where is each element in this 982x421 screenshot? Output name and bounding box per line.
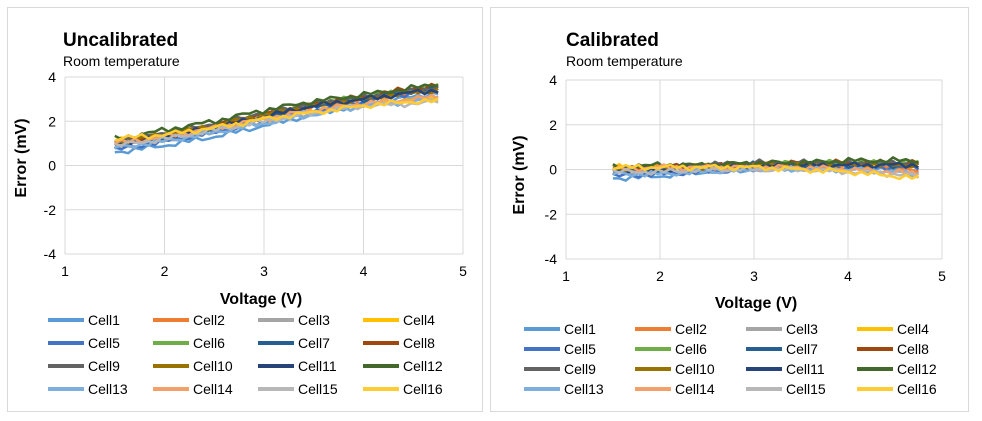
plot-area: 1 2 3 4 5 4 2 0 -2 -4 — [545, 72, 947, 284]
legend-label: Cell14 — [675, 381, 715, 397]
legend-label: Cell11 — [298, 358, 337, 374]
legend-label: Cell8 — [403, 335, 435, 351]
legend-label: Cell4 — [897, 321, 929, 337]
x-tick-label: 3 — [750, 268, 758, 284]
legend-label: Cell3 — [786, 321, 818, 337]
x-tick-label: 3 — [260, 263, 268, 279]
calibrated-chart: Calibrated Room temperature 1 2 3 4 5 4 2 0 -2 -4… — [511, 30, 947, 397]
x-tick-label: 4 — [844, 268, 852, 284]
legend-label: Cell6 — [675, 341, 707, 357]
y-tick-label: 0 — [48, 158, 56, 174]
x-axis-label: Voltage (V) — [220, 291, 302, 308]
x-tick-label: 1 — [562, 268, 570, 284]
legend-label: Cell5 — [564, 341, 596, 357]
y-tick-label: -4 — [44, 246, 57, 262]
y-tick-label: -4 — [545, 251, 558, 267]
legend-label: Cell3 — [298, 312, 330, 328]
x-tick-label: 1 — [61, 263, 69, 279]
legend-label: Cell12 — [897, 361, 937, 377]
y-tick-label: 2 — [48, 113, 56, 129]
legend-label: Cell7 — [786, 341, 818, 357]
y-tick-label: 0 — [549, 162, 557, 178]
x-axis-label: Voltage (V) — [715, 295, 797, 312]
y-tick-label: 4 — [549, 72, 557, 88]
legend-label: Cell7 — [298, 335, 330, 351]
legend-label: Cell15 — [298, 381, 338, 397]
legend-label: Cell16 — [403, 381, 443, 397]
x-tick-label: 2 — [656, 268, 664, 284]
legend-label: Cell9 — [564, 361, 596, 377]
legend-label: Cell1 — [564, 321, 596, 337]
legend-label: Cell2 — [193, 312, 225, 328]
y-tick-label: -2 — [545, 206, 558, 222]
series-line-cell14 — [612, 163, 920, 177]
chart-subtitle: Room temperature — [566, 53, 683, 69]
calibrated-chart-panel: Calibrated Room temperature 1 2 3 4 5 4 2 0 -2 -4… — [490, 7, 969, 412]
chart-subtitle: Room temperature — [63, 53, 180, 69]
x-tick-label: 5 — [938, 268, 946, 284]
legend-label: Cell10 — [675, 361, 715, 377]
legend-label: Cell4 — [403, 312, 435, 328]
y-axis-label: Error (mV) — [13, 118, 30, 197]
legend: Cell1 Cell2 Cell3 Cell4 Cell5 Cell6 Cell7 Cell8… — [524, 321, 937, 397]
legend-label: Cell1 — [88, 312, 120, 328]
plot-area: 1 2 3 4 5 4 2 0 -2 -4 — [44, 69, 468, 279]
legend-label: Cell8 — [897, 341, 929, 357]
uncalibrated-chart: Uncalibrated Room temperature 1 2 3 4 5 4 2 0 -2… — [13, 30, 468, 397]
x-tick-label: 4 — [360, 263, 368, 279]
series-line-cell11 — [114, 88, 439, 148]
legend-label: Cell9 — [88, 358, 120, 374]
legend-label: Cell13 — [564, 381, 604, 397]
legend-label: Cell6 — [193, 335, 225, 351]
x-tick-label: 2 — [161, 263, 169, 279]
legend: Cell1 Cell2 Cell3 Cell4 Cell5 Cell6 Cell7 Cell8… — [48, 312, 443, 397]
legend-label: Cell11 — [786, 361, 825, 377]
x-tick-label: 5 — [459, 263, 467, 279]
legend-label: Cell13 — [88, 381, 128, 397]
y-tick-label: -2 — [44, 202, 57, 218]
legend-label: Cell16 — [897, 381, 937, 397]
y-tick-label: 2 — [549, 117, 557, 133]
legend-label: Cell10 — [193, 358, 233, 374]
uncalibrated-chart-panel: Uncalibrated Room temperature 1 2 3 4 5 4 2 0 -2… — [7, 7, 483, 412]
series-line-cell12 — [114, 83, 439, 141]
legend-label: Cell15 — [786, 381, 826, 397]
series-line-cell16 — [612, 163, 920, 181]
legend-label: Cell12 — [403, 358, 443, 374]
y-axis-label: Error (mV) — [511, 135, 528, 214]
chart-title: Calibrated — [566, 30, 659, 51]
legend-label: Cell14 — [193, 381, 233, 397]
legend-label: Cell5 — [88, 335, 120, 351]
legend-label: Cell2 — [675, 321, 707, 337]
series-line-cell16 — [114, 97, 439, 142]
chart-title: Uncalibrated — [63, 30, 178, 51]
y-tick-label: 4 — [48, 69, 56, 85]
